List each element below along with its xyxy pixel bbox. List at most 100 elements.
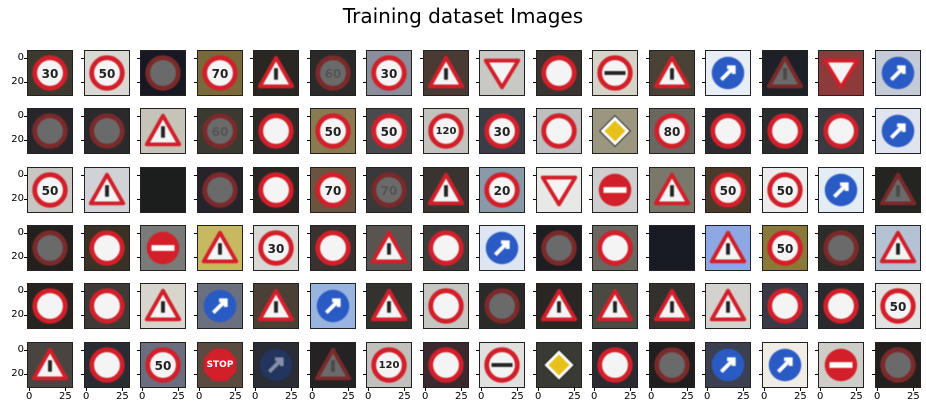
- traffic-sign-image: [875, 225, 921, 271]
- traffic-sign-image: [84, 342, 130, 388]
- y-tick-mark: [81, 82, 84, 83]
- y-tick-label: 20: [11, 134, 24, 145]
- y-tick-mark: [307, 315, 310, 316]
- sign-label: 50: [776, 184, 794, 198]
- y-tick-mark: [250, 140, 253, 141]
- y-tick-mark: [872, 58, 875, 59]
- y-tick-mark: [533, 374, 536, 375]
- y-tick-mark: [815, 116, 818, 117]
- y-tick-mark: [702, 233, 705, 234]
- traffic-sign-image: 50: [875, 283, 921, 329]
- traffic-sign-image: [875, 342, 921, 388]
- y-tick-mark: [24, 140, 27, 141]
- traffic-sign-image: 120: [423, 108, 469, 154]
- y-tick-mark: [702, 350, 705, 351]
- y-tick-mark: [24, 291, 27, 292]
- y-tick-mark: [194, 233, 197, 234]
- y-tick-mark: [476, 257, 479, 258]
- y-tick-mark: [137, 233, 140, 234]
- sign-label: 30: [493, 125, 511, 139]
- x-tick-mark: [142, 388, 143, 391]
- x-tick-mark: [913, 388, 914, 391]
- y-tick-mark: [646, 175, 649, 176]
- x-tick-label: 25: [398, 391, 411, 402]
- x-tick-mark: [630, 388, 631, 391]
- y-tick-mark: [81, 140, 84, 141]
- y-tick-mark: [307, 140, 310, 141]
- traffic-sign-image: [84, 283, 130, 329]
- y-tick-mark: [194, 82, 197, 83]
- traffic-sign-image: [875, 167, 921, 213]
- y-tick-mark: [815, 291, 818, 292]
- x-tick-mark: [707, 388, 708, 391]
- y-tick-mark: [589, 350, 592, 351]
- x-tick-label: 0: [478, 391, 485, 402]
- x-tick-label: 0: [26, 391, 33, 402]
- x-tick-label: 0: [535, 391, 542, 402]
- traffic-sign-image: [253, 108, 299, 154]
- sign-label: 50: [776, 242, 794, 256]
- y-tick-mark: [81, 291, 84, 292]
- y-tick-mark: [646, 82, 649, 83]
- y-tick-mark: [363, 350, 366, 351]
- traffic-sign-image: [536, 167, 582, 213]
- traffic-sign-image: [140, 50, 186, 96]
- y-tick-mark: [250, 315, 253, 316]
- sign-label: 50: [324, 125, 342, 139]
- y-tick-mark: [81, 175, 84, 176]
- traffic-sign-image: [536, 283, 582, 329]
- y-tick-mark: [137, 315, 140, 316]
- x-tick-label: 0: [365, 391, 372, 402]
- y-tick-mark: [81, 350, 84, 351]
- x-tick-label: 0: [704, 391, 711, 402]
- traffic-sign-image: [479, 50, 525, 96]
- y-tick-mark: [307, 175, 310, 176]
- y-tick-mark: [137, 116, 140, 117]
- traffic-sign-image: 120: [366, 342, 412, 388]
- traffic-sign-image: [705, 342, 751, 388]
- sign-label: 50: [719, 184, 737, 198]
- x-tick-mark: [800, 388, 801, 391]
- traffic-sign-image: [479, 225, 525, 271]
- y-tick-mark: [24, 315, 27, 316]
- traffic-sign-image: 30: [253, 225, 299, 271]
- sign-label: 60: [324, 67, 342, 81]
- traffic-sign-image: 20: [479, 167, 525, 213]
- y-tick-mark: [702, 374, 705, 375]
- y-tick-mark: [137, 257, 140, 258]
- traffic-sign-image: [253, 342, 299, 388]
- y-tick-label: 0: [17, 285, 24, 296]
- y-tick-mark: [872, 199, 875, 200]
- y-tick-mark: [702, 116, 705, 117]
- y-tick-mark: [759, 291, 762, 292]
- x-tick-mark: [651, 388, 652, 391]
- y-tick-mark: [533, 291, 536, 292]
- x-tick-mark: [594, 388, 595, 391]
- y-tick-label: 20: [11, 193, 24, 204]
- x-tick-label: 0: [83, 391, 90, 402]
- y-tick-mark: [702, 315, 705, 316]
- y-tick-mark: [759, 58, 762, 59]
- traffic-sign-image: [140, 108, 186, 154]
- y-tick-mark: [589, 315, 592, 316]
- y-tick-mark: [759, 233, 762, 234]
- y-tick-mark: [815, 315, 818, 316]
- traffic-sign-image: 50: [705, 167, 751, 213]
- x-tick-label: 0: [648, 391, 655, 402]
- traffic-sign-image: 70: [197, 50, 243, 96]
- x-tick-mark: [517, 388, 518, 391]
- y-tick-mark: [194, 291, 197, 292]
- y-tick-mark: [589, 116, 592, 117]
- y-tick-mark: [533, 315, 536, 316]
- traffic-sign-image: [423, 342, 469, 388]
- traffic-sign-image: [705, 50, 751, 96]
- traffic-sign-image: [253, 50, 299, 96]
- y-tick-mark: [307, 82, 310, 83]
- traffic-sign-image: [27, 342, 73, 388]
- y-tick-mark: [420, 233, 423, 234]
- y-tick-mark: [759, 116, 762, 117]
- y-tick-mark: [759, 140, 762, 141]
- y-tick-mark: [420, 315, 423, 316]
- sign-label: 120: [435, 126, 457, 137]
